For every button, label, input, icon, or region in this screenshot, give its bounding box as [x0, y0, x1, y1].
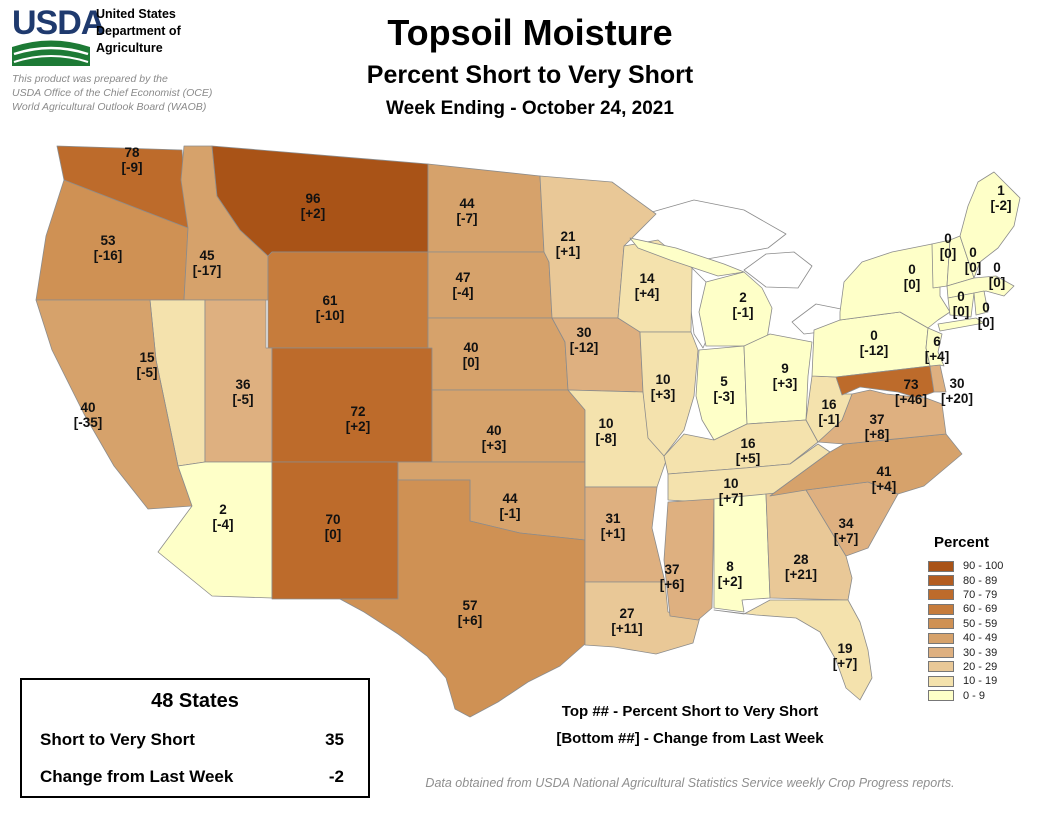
- legend-swatch: [928, 575, 954, 587]
- prepared-by-note: This product was prepared by the USDA Of…: [12, 72, 272, 114]
- legend-swatch: [928, 690, 954, 702]
- state-me: [959, 171, 1021, 279]
- state-ks: [431, 389, 586, 463]
- state-ar: [584, 486, 666, 583]
- state-la: [584, 581, 701, 655]
- legend-rows: 90 - 100 80 - 89 70 - 79 60 - 69 50 - 59 40 -…: [928, 559, 1048, 703]
- legend-range-label: 30 - 39: [963, 646, 998, 659]
- source-note: Data obtained from USDA National Agricul…: [425, 776, 955, 790]
- legend-row: 0 - 9: [928, 689, 1048, 703]
- state-sd: [427, 251, 553, 319]
- state-al: [713, 493, 771, 613]
- state-il: [639, 331, 699, 457]
- state-ms: [663, 498, 715, 621]
- legend-row: 20 - 29: [928, 660, 1048, 674]
- legend-range-label: 0 - 9: [963, 689, 986, 702]
- legend-range-label: 90 - 100: [963, 560, 1004, 573]
- legend-range-label: 40 - 49: [963, 632, 998, 645]
- agency-line: Department of: [96, 24, 181, 38]
- legend-range-label: 20 - 29: [963, 660, 998, 673]
- lake-huron: [743, 251, 813, 289]
- legend-row: 50 - 59: [928, 617, 1048, 631]
- state-co: [271, 347, 433, 463]
- legend-row: 40 - 49: [928, 631, 1048, 645]
- states-group: [35, 145, 1021, 718]
- legend-row: 90 - 100: [928, 559, 1048, 573]
- agency-line: United States: [96, 7, 176, 21]
- value-note: Top ## - Percent Short to Very Short: [561, 703, 819, 720]
- agency-name: United States Department of Agriculture: [96, 6, 181, 57]
- summary-row-value: -2: [328, 767, 344, 786]
- legend-row: 70 - 79: [928, 588, 1048, 602]
- state-ny-long-island: [937, 317, 985, 332]
- summary-row-label: Change from Last Week: [40, 767, 234, 786]
- title-block: Topsoil Moisture Percent Short to Very S…: [250, 12, 810, 120]
- legend-swatch: [928, 560, 954, 572]
- state-nj: [925, 327, 945, 367]
- state-ct: [947, 292, 975, 318]
- usda-wordmark: USDA: [12, 4, 105, 42]
- week-ending-label: Week Ending - October 24, 2021: [386, 98, 674, 119]
- legend-row: 80 - 89: [928, 573, 1048, 587]
- state-nd: [427, 163, 545, 253]
- usda-logo: USDA: [12, 4, 242, 66]
- state-nc: [769, 433, 963, 497]
- state-in: [695, 345, 748, 441]
- summary-row-change-from-last-week: Change from Last Week -2: [22, 767, 368, 787]
- legend-range-label: 80 - 89: [963, 574, 998, 587]
- usda-swoosh-icon: [12, 40, 90, 66]
- reading-notes: Top ## - Percent Short to Very Short [Bo…: [440, 702, 940, 749]
- summary-heading: 48 States: [151, 690, 239, 712]
- legend-swatch: [928, 632, 954, 644]
- state-ne: [427, 317, 569, 391]
- legend: Percent 90 - 100 80 - 89 70 - 79 60 - 69 50 …: [928, 534, 1048, 703]
- summary-row-label: Short to Very Short: [40, 730, 195, 749]
- legend-range-label: 70 - 79: [963, 588, 998, 601]
- legend-range-label: 50 - 59: [963, 617, 998, 630]
- state-ut: [204, 299, 273, 463]
- summary-row-value: 35: [325, 730, 344, 749]
- legend-swatch: [928, 603, 954, 615]
- state-oh: [743, 333, 813, 425]
- page-title: Topsoil Moisture: [387, 12, 673, 53]
- legend-range-label: 60 - 69: [963, 603, 998, 616]
- state-ca: [35, 299, 193, 510]
- legend-swatch: [928, 661, 954, 673]
- state-wy: [267, 251, 429, 349]
- summary-row-short-to-very-short: Short to Very Short 35: [22, 730, 368, 750]
- legend-title: Percent: [934, 534, 990, 551]
- state-ri: [973, 290, 989, 316]
- prepared-by-line: USDA Office of the Chief Economist (OCE): [12, 87, 213, 99]
- prepared-by-line: This product was prepared by the: [12, 73, 168, 85]
- legend-swatch: [928, 589, 954, 601]
- legend-swatch: [928, 647, 954, 659]
- page-subtitle: Percent Short to Very Short: [366, 61, 694, 89]
- legend-row: 30 - 39: [928, 645, 1048, 659]
- state-mi-upper: [629, 237, 745, 277]
- legend-swatch: [928, 675, 954, 687]
- state-fl: [713, 599, 873, 701]
- legend-row: 60 - 69: [928, 602, 1048, 616]
- agency-line: Agriculture: [96, 41, 163, 55]
- prepared-by-line: World Agricultural Outlook Board (WAOB): [12, 101, 207, 113]
- legend-row: 10 - 19: [928, 674, 1048, 688]
- state-nm: [271, 461, 399, 600]
- summary-box: 48 States Short to Very Short 35 Change …: [20, 678, 370, 798]
- legend-swatch: [928, 618, 954, 630]
- legend-range-label: 10 - 19: [963, 675, 998, 688]
- state-tx: [339, 479, 586, 718]
- change-note: [Bottom ##] - Change from Last Week: [556, 730, 824, 747]
